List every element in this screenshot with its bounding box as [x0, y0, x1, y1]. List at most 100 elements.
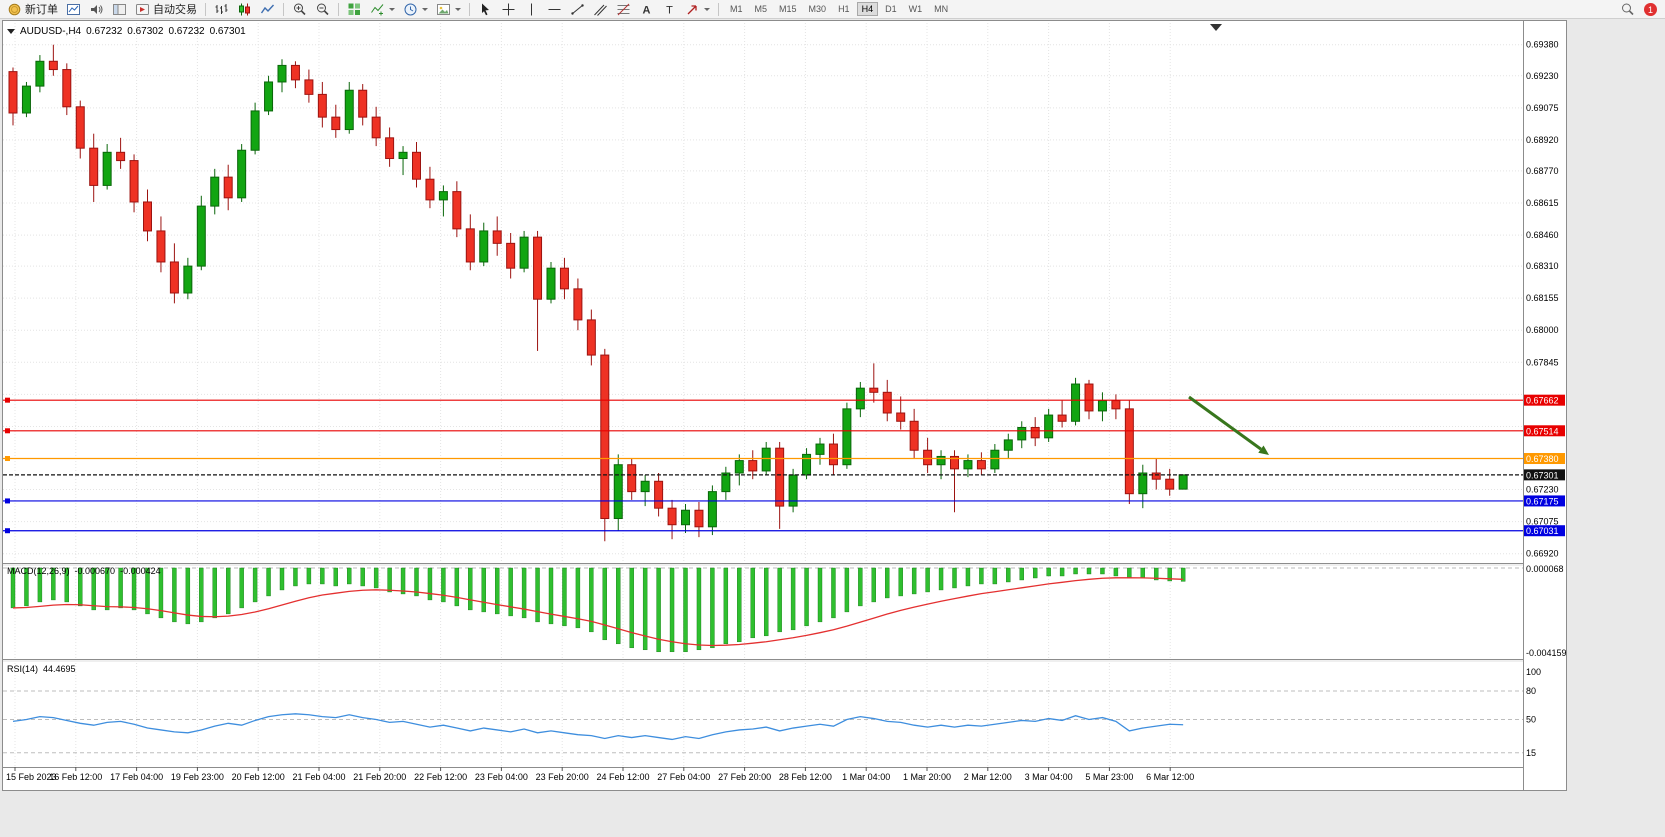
navigator-button[interactable]: [109, 1, 130, 18]
rsi-value: 44.4695: [43, 664, 76, 674]
svg-text:0.68460: 0.68460: [1526, 230, 1559, 240]
svg-text:17 Feb 04:00: 17 Feb 04:00: [110, 772, 163, 782]
svg-text:0.68155: 0.68155: [1526, 293, 1559, 303]
candlestick-chart-type-button[interactable]: [234, 1, 255, 18]
rsi-indicator-label: RSI(14) 44.4695: [7, 664, 76, 674]
toolbar-separator: [283, 2, 284, 16]
dropdown-caret-icon: [422, 7, 428, 11]
chart-open-value: 0.67232: [86, 26, 123, 37]
svg-text:15 Feb 2023: 15 Feb 2023: [6, 772, 57, 782]
trendline-icon: [571, 3, 584, 15]
bar-chart-type-button[interactable]: [211, 1, 232, 18]
svg-text:27 Feb 20:00: 27 Feb 20:00: [718, 772, 771, 782]
svg-text:0.69380: 0.69380: [1526, 40, 1559, 50]
svg-text:23 Feb 20:00: 23 Feb 20:00: [536, 772, 589, 782]
svg-text:16 Feb 12:00: 16 Feb 12:00: [49, 772, 102, 782]
label-tool-button[interactable]: T: [659, 1, 680, 18]
svg-text:0.66920: 0.66920: [1526, 549, 1559, 559]
new-order-icon: [8, 3, 21, 15]
market-watch-icon: [91, 4, 103, 14]
toolbar-separator: [718, 2, 719, 16]
trendline-tool-button[interactable]: [567, 1, 588, 18]
svg-text:3 Mar 04:00: 3 Mar 04:00: [1025, 772, 1073, 782]
dropdown-caret-icon: [704, 7, 710, 11]
notification-badge[interactable]: 1: [1644, 3, 1657, 16]
timeframe-M30[interactable]: M30: [808, 4, 827, 14]
channel-tool-button[interactable]: [590, 1, 611, 18]
rsi-name: RSI(14): [7, 664, 39, 674]
zoom-in-icon: [294, 3, 306, 15]
crosshair-tool-button[interactable]: [498, 1, 519, 18]
market-watch-button[interactable]: [86, 1, 107, 18]
chart-symbol-period: AUDUSD-,H4: [20, 26, 82, 37]
svg-text:0.69230: 0.69230: [1526, 71, 1559, 81]
svg-text:28 Feb 12:00: 28 Feb 12:00: [779, 772, 832, 782]
timeframe-M1[interactable]: M1: [730, 4, 743, 14]
periods-button[interactable]: [400, 1, 431, 18]
timeframe-M5[interactable]: M5: [754, 4, 768, 14]
svg-text:1 Mar 04:00: 1 Mar 04:00: [842, 772, 890, 782]
line-chart-icon: [260, 4, 275, 13]
indicators-button[interactable]: [367, 1, 398, 18]
search-icon[interactable]: [1620, 2, 1635, 17]
chart-window: 0.69380 0.69230 0.69075 0.68920 0.68770 0.686…: [2, 20, 1567, 791]
chart-window-icon: [67, 3, 80, 15]
svg-text:0.68920: 0.68920: [1526, 135, 1559, 145]
toolbar-separator: [205, 2, 206, 16]
timeframe-toolbar: M1 M5 M15 M30 H1 H4 D1 W1 MN: [724, 2, 954, 16]
chart-title: AUDUSD-,H4 0.67232 0.67302 0.67232 0.673…: [7, 26, 246, 37]
timeframe-MN[interactable]: MN: [934, 4, 949, 14]
crosshair-icon: [502, 3, 515, 15]
zoom-out-button[interactable]: [312, 1, 333, 18]
label-icon: T: [666, 4, 673, 16]
arrows-tool-button[interactable]: [682, 1, 713, 18]
clock-icon: [404, 3, 417, 15]
svg-text:5 Mar 23:00: 5 Mar 23:00: [1085, 772, 1133, 782]
charts-button[interactable]: [63, 1, 84, 18]
autotrading-icon: [136, 3, 149, 15]
line-chart-type-button[interactable]: [257, 1, 278, 18]
vertical-line-icon: [531, 3, 532, 15]
vertical-line-tool-button[interactable]: [521, 1, 542, 18]
one-click-trading-toggle-icon[interactable]: [7, 29, 15, 34]
svg-text:-0.004159: -0.004159: [1526, 648, 1566, 658]
timeframe-D1[interactable]: D1: [885, 4, 897, 14]
svg-text:21 Feb 04:00: 21 Feb 04:00: [292, 772, 345, 782]
svg-text:22 Feb 12:00: 22 Feb 12:00: [414, 772, 467, 782]
timeframe-H1[interactable]: H1: [838, 4, 850, 14]
svg-text:24 Feb 12:00: 24 Feb 12:00: [596, 772, 649, 782]
text-tool-button[interactable]: A: [636, 1, 657, 18]
fibonacci-tool-button[interactable]: [613, 1, 634, 18]
macd-main-value: -0.000670: [74, 566, 116, 576]
macd-signal-value: -0.000424: [120, 566, 161, 576]
autotrading-button[interactable]: 自动交易: [132, 1, 200, 18]
zoom-in-button[interactable]: [289, 1, 310, 18]
tile-windows-button[interactable]: [344, 1, 365, 18]
chart-canvas[interactable]: 0.69380 0.69230 0.69075 0.68920 0.68770 0.686…: [3, 21, 1566, 790]
svg-text:0.67514: 0.67514: [1526, 426, 1559, 436]
svg-text:0.67230: 0.67230: [1526, 485, 1559, 495]
candlestick-chart-icon: [239, 3, 250, 15]
horizontal-line-tool-button[interactable]: [544, 1, 565, 18]
templates-button[interactable]: [433, 1, 464, 18]
notification-count: 1: [1647, 4, 1653, 15]
cursor-tool-button[interactable]: [475, 1, 496, 18]
toolbar-right-group: 1: [1620, 0, 1657, 19]
svg-text:0.000068: 0.000068: [1526, 564, 1564, 574]
new-order-button[interactable]: 新订单: [4, 1, 61, 18]
svg-text:0.68770: 0.68770: [1526, 166, 1559, 176]
text-icon: A: [643, 4, 651, 16]
tile-windows-icon: [348, 3, 360, 15]
autotrading-label: 自动交易: [153, 4, 197, 16]
svg-text:0.67380: 0.67380: [1526, 454, 1559, 464]
channel-icon: [594, 4, 607, 16]
svg-text:0.68000: 0.68000: [1526, 325, 1559, 335]
timeframe-H4[interactable]: H4: [856, 2, 879, 16]
timeframe-M15[interactable]: M15: [779, 4, 797, 14]
svg-text:20 Feb 12:00: 20 Feb 12:00: [232, 772, 285, 782]
svg-text:1 Mar 20:00: 1 Mar 20:00: [903, 772, 951, 782]
template-icon: [437, 3, 450, 15]
zoom-out-icon: [317, 3, 329, 15]
timeframe-W1[interactable]: W1: [908, 4, 923, 14]
svg-text:6 Mar 12:00: 6 Mar 12:00: [1146, 772, 1194, 782]
